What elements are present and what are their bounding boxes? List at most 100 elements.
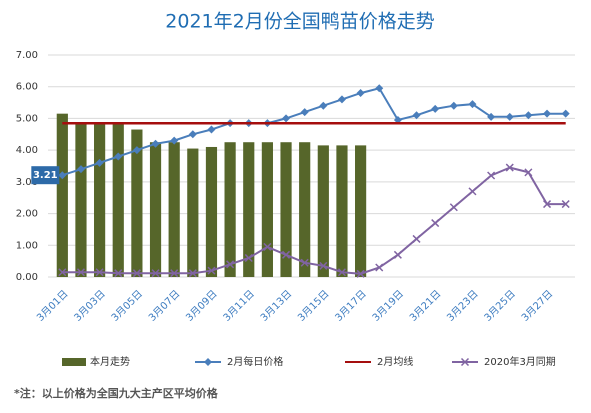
bar <box>75 123 87 277</box>
marker <box>468 187 477 196</box>
bar <box>280 142 292 277</box>
marker <box>431 104 440 113</box>
y-tick-label: 6.00 <box>16 82 38 93</box>
marker <box>207 125 216 134</box>
bar <box>112 123 124 277</box>
legend-label: 本月走势 <box>90 355 130 368</box>
marker <box>524 168 533 177</box>
bar <box>336 145 348 277</box>
line <box>62 166 566 275</box>
x-tick-label: 3月27日 <box>519 288 555 324</box>
marker <box>375 84 384 93</box>
x-tick-label: 3月25日 <box>482 288 518 324</box>
bar <box>56 113 68 278</box>
marker <box>505 112 514 121</box>
x-tick-label: 3月15日 <box>295 288 331 324</box>
x-tick-label: 3月09日 <box>184 288 220 324</box>
marker <box>337 95 346 104</box>
marker <box>449 101 458 110</box>
marker <box>58 268 67 277</box>
bar <box>205 146 218 277</box>
marker <box>282 114 291 123</box>
bar <box>94 123 106 277</box>
marker <box>76 268 85 277</box>
marker <box>561 200 570 209</box>
marker <box>412 111 421 120</box>
marker <box>505 163 514 172</box>
marker <box>244 253 253 263</box>
x-tick-label: 3月17日 <box>333 288 369 324</box>
marker <box>188 130 197 139</box>
x-tick-label: 3月01日 <box>34 288 70 324</box>
marker <box>58 171 67 180</box>
chart-title: 2021年2月份全国鸭苗价格走势 <box>165 11 434 33</box>
marker <box>95 158 104 167</box>
bar <box>131 129 143 277</box>
footnote: *注：以上价格为全国九大主产区平均价格 <box>14 386 219 400</box>
x-tick-label: 3月03日 <box>72 288 108 324</box>
marker <box>151 139 160 148</box>
marker <box>356 89 365 98</box>
marker <box>543 200 552 209</box>
bar <box>187 148 199 277</box>
marker <box>561 109 570 118</box>
x-tick-label: 3月19日 <box>370 288 406 324</box>
marker <box>132 146 141 155</box>
bar <box>317 145 329 277</box>
x-tick-label: 3月23日 <box>445 288 481 324</box>
marker <box>412 234 421 243</box>
marker <box>95 268 104 277</box>
y-tick-label: 1.00 <box>16 240 38 251</box>
legend-label: 2020年3月同期 <box>484 355 556 368</box>
marker <box>114 152 123 161</box>
legend-label: 2月均线 <box>377 355 413 368</box>
marker <box>151 269 160 278</box>
legend-label: 2月每日价格 <box>227 355 283 368</box>
x-tick-label: 3月21日 <box>407 288 443 324</box>
x-tick-label: 3月05日 <box>109 288 145 324</box>
marker <box>282 250 291 259</box>
marker <box>431 219 440 228</box>
bar <box>355 145 367 277</box>
marker <box>132 269 141 278</box>
marker <box>393 250 402 259</box>
x-tick-label: 3月13日 <box>258 288 294 324</box>
line <box>61 87 566 177</box>
marker <box>337 268 346 277</box>
x-tick-label: 3月07日 <box>146 288 182 324</box>
bar <box>243 142 255 277</box>
marker <box>487 112 496 121</box>
marker <box>375 263 384 272</box>
y-tick-label: 5.00 <box>16 113 38 124</box>
y-tick-label: 4.00 <box>16 145 38 156</box>
marker <box>207 266 216 275</box>
marker <box>524 111 533 120</box>
marker <box>468 100 477 109</box>
data-label: 3.21 <box>33 170 58 181</box>
bar <box>224 142 236 277</box>
legend-marker <box>204 358 212 366</box>
legend-marker <box>460 357 470 367</box>
marker <box>76 165 85 174</box>
legend-swatch <box>62 358 86 366</box>
marker <box>543 109 552 118</box>
marker <box>170 269 179 278</box>
marker <box>170 136 179 145</box>
y-tick-label: 3.00 <box>16 177 38 188</box>
marker <box>114 269 123 278</box>
bar <box>168 142 180 277</box>
bar <box>299 142 311 277</box>
marker <box>356 269 365 278</box>
marker <box>300 258 309 267</box>
bar <box>261 142 273 277</box>
marker <box>226 260 235 269</box>
y-tick-label: 0.00 <box>16 272 38 283</box>
marker <box>188 269 197 278</box>
data-label-box <box>31 166 60 185</box>
marker <box>263 242 272 251</box>
bar <box>149 142 162 277</box>
marker <box>319 261 328 270</box>
x-tick-label: 3月11日 <box>221 288 257 324</box>
marker <box>300 108 309 117</box>
